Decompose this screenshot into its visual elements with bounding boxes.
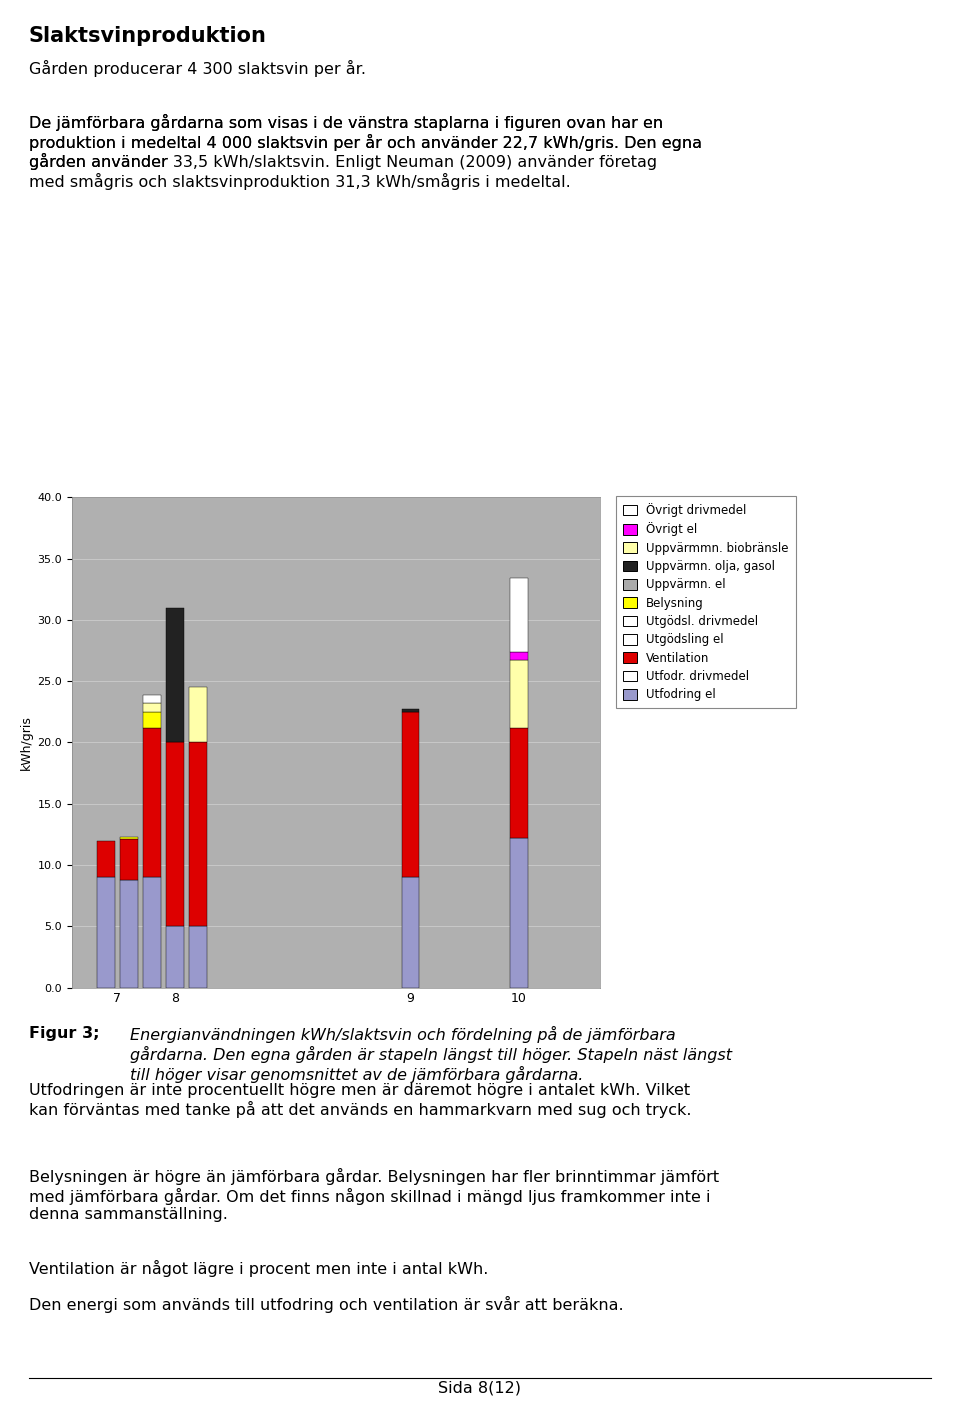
- Bar: [401, 712, 420, 877]
- Text: Gården producerar 4 300 slaktsvin per år.: Gården producerar 4 300 slaktsvin per år…: [29, 60, 366, 77]
- Text: Energianvändningen kWh/slaktsvin och fördelning på de jämförbara
gårdarna. Den e: Energianvändningen kWh/slaktsvin och för…: [130, 1026, 732, 1083]
- Text: Slaktsvinproduktion: Slaktsvinproduktion: [29, 26, 267, 45]
- Bar: [120, 837, 137, 840]
- Bar: [189, 688, 206, 743]
- Y-axis label: kWh/gris: kWh/gris: [20, 715, 34, 770]
- Bar: [166, 743, 183, 926]
- Bar: [120, 880, 137, 988]
- Text: Sida 8(12): Sida 8(12): [439, 1380, 521, 1395]
- Bar: [120, 840, 137, 880]
- Bar: [97, 841, 114, 877]
- Text: De jämförbara gårdarna som visas i de vänstra staplarna i figuren ovan har en
pr: De jämförbara gårdarna som visas i de vä…: [29, 114, 702, 190]
- Bar: [166, 608, 183, 743]
- Bar: [401, 709, 420, 712]
- Bar: [143, 877, 160, 988]
- Bar: [510, 838, 528, 988]
- Bar: [510, 728, 528, 838]
- Bar: [166, 926, 183, 988]
- Bar: [143, 728, 160, 877]
- Text: De jämförbara gårdarna som visas i de vänstra staplarna i figuren ovan har en
pr: De jämförbara gårdarna som visas i de vä…: [29, 114, 784, 171]
- Text: Figur 3;: Figur 3;: [29, 1026, 99, 1042]
- Bar: [143, 703, 160, 712]
- Text: Belysningen är högre än jämförbara gårdar. Belysningen har fler brinntimmar jämf: Belysningen är högre än jämförbara gårda…: [29, 1168, 719, 1222]
- Legend: Övrigt drivmedel, Övrigt el, Uppvärmmn. biobränsle, Uppvärmn. olja, gasol, Uppvä: Övrigt drivmedel, Övrigt el, Uppvärmmn. …: [615, 496, 796, 709]
- Text: Den energi som används till utfodring och ventilation är svår att beräkna.: Den energi som används till utfodring oc…: [29, 1296, 623, 1313]
- Bar: [510, 661, 528, 728]
- Bar: [143, 712, 160, 728]
- Bar: [401, 877, 420, 988]
- Bar: [510, 578, 528, 652]
- Bar: [189, 743, 206, 926]
- Text: De jämförbara gårdarna som visas i de vänstra staplarna i figuren ovan har en
pr: De jämförbara gårdarna som visas i de vä…: [29, 114, 702, 171]
- Text: De jämförbara gårdarna som visas i de vänstra staplarna i figuren ovan har en
pr: De jämförbara gårdarna som visas i de vä…: [29, 114, 702, 190]
- Text: Utfodringen är inte procentuellt högre men är däremot högre i antalet kWh. Vilke: Utfodringen är inte procentuellt högre m…: [29, 1083, 691, 1118]
- Text: Ventilation är något lägre i procent men inte i antal kWh.: Ventilation är något lägre i procent men…: [29, 1260, 489, 1277]
- Bar: [97, 877, 114, 988]
- Bar: [143, 695, 160, 703]
- Bar: [510, 652, 528, 661]
- Bar: [189, 926, 206, 988]
